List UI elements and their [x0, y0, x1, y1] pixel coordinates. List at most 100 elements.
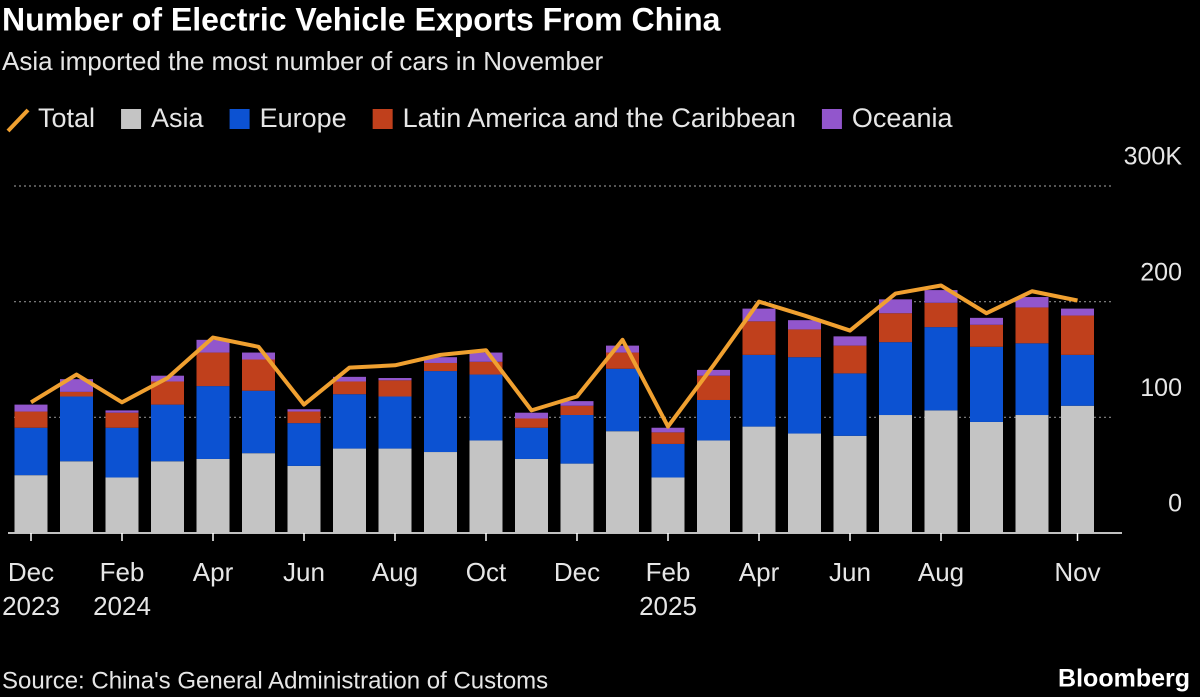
bar-segment — [60, 396, 93, 462]
bar-segment — [879, 342, 912, 416]
bar-segment — [970, 324, 1003, 347]
legend-swatch — [229, 109, 250, 129]
bar-segment — [697, 440, 730, 533]
x-tick-label: Dec — [8, 557, 54, 587]
x-tick-label: Dec — [554, 557, 600, 587]
bar-segment — [651, 432, 685, 444]
x-tick-label: Apr — [739, 557, 780, 587]
bar-segment — [651, 477, 685, 533]
bar-segment — [1061, 354, 1094, 406]
bar-segment — [242, 390, 275, 454]
y-tick-label: 200 — [1140, 258, 1182, 286]
legend-label: Europe — [260, 103, 347, 133]
brand: Bloomberg — [1058, 665, 1190, 693]
bar-segment — [287, 409, 321, 412]
bar-segment — [378, 380, 412, 397]
legend-swatch — [121, 109, 142, 129]
bar-segment — [606, 431, 639, 533]
bar-segment — [424, 357, 457, 363]
x-tick-label: Feb — [646, 557, 691, 587]
bar-segment — [105, 427, 139, 478]
bar-segment — [60, 461, 93, 533]
bar-segment — [242, 352, 275, 360]
x-tick-label: Aug — [372, 557, 418, 587]
bar-segment — [333, 376, 366, 382]
bar-segment — [469, 352, 503, 362]
bar-segment — [924, 410, 958, 533]
bar-segment — [606, 368, 639, 432]
chart-subtitle: Asia imported the most number of cars in… — [2, 46, 603, 76]
bar-segment — [924, 327, 958, 411]
bar-segment — [196, 458, 230, 533]
legend-line-icon — [6, 108, 30, 133]
bar-segment — [788, 329, 821, 358]
bar-segment — [560, 401, 594, 406]
bar-segment — [105, 477, 139, 533]
bar-segment — [924, 302, 958, 328]
bar-segment — [651, 443, 685, 478]
x-tick-label: Aug — [918, 557, 964, 587]
bar-segment — [924, 290, 958, 303]
source-note: Source: China's General Administration o… — [2, 667, 548, 694]
bar-segment — [14, 427, 48, 476]
bar-segment — [287, 411, 321, 424]
bar-segment — [14, 475, 48, 533]
bar-segment — [469, 374, 503, 441]
x-tick-label: Jun — [829, 557, 871, 587]
legend-swatch — [821, 109, 842, 129]
bar-segment — [833, 336, 867, 346]
bar-segment — [151, 381, 184, 405]
bar-segment — [378, 378, 412, 381]
x-tick-label: Feb — [100, 557, 145, 587]
bar-segment — [287, 465, 321, 533]
legend-label: Latin America and the Caribbean — [403, 103, 796, 133]
bar-segment — [196, 386, 230, 459]
x-tick-label: Oct — [466, 557, 507, 587]
bar-segment — [14, 404, 48, 412]
bar-segment — [515, 458, 548, 533]
x-year-label: 2024 — [93, 591, 151, 621]
bar-segment — [333, 448, 366, 533]
y-tick-label: 0 — [1168, 490, 1182, 518]
bar-segment — [333, 381, 366, 395]
bar-segment — [560, 463, 594, 533]
y-tick-label: 100 — [1140, 374, 1182, 402]
bar-segment — [14, 411, 48, 428]
bar-segment — [287, 423, 321, 466]
bar-segment — [151, 404, 184, 462]
bar-segment — [424, 371, 457, 453]
bar-segment — [606, 345, 639, 353]
x-year-label: 2025 — [639, 591, 697, 621]
y-tick-label: 300K — [1124, 143, 1183, 171]
x-tick-label: Apr — [193, 557, 234, 587]
bar-segment — [833, 345, 867, 374]
bar-segment — [1015, 297, 1049, 308]
bar-segment — [742, 321, 776, 355]
x-tick-label: Jun — [283, 557, 325, 587]
bar-segment — [697, 399, 730, 441]
bar-segment — [1061, 308, 1094, 316]
bar-segment — [469, 440, 503, 533]
bar-segment — [515, 418, 548, 428]
bar-segment — [879, 313, 912, 343]
bar-segment — [60, 391, 93, 397]
bar-segment — [651, 427, 685, 433]
bar-segment — [242, 453, 275, 533]
bar-segment — [560, 405, 594, 416]
bar-segment — [833, 373, 867, 436]
bar-segment — [196, 352, 230, 387]
bar-segment — [742, 426, 776, 533]
bar-segment — [742, 354, 776, 427]
bar-segment — [970, 421, 1003, 533]
total-line — [29, 283, 1078, 429]
bar-segment — [970, 317, 1003, 325]
legend-label: Total — [38, 103, 95, 133]
bar-segment — [1015, 343, 1049, 416]
bar-segment — [1015, 415, 1049, 533]
legend-label: Oceania — [852, 103, 954, 133]
bar-segment — [560, 415, 594, 464]
bar-segment — [60, 379, 93, 392]
bar-segment — [378, 396, 412, 449]
bar-segment — [833, 435, 867, 533]
